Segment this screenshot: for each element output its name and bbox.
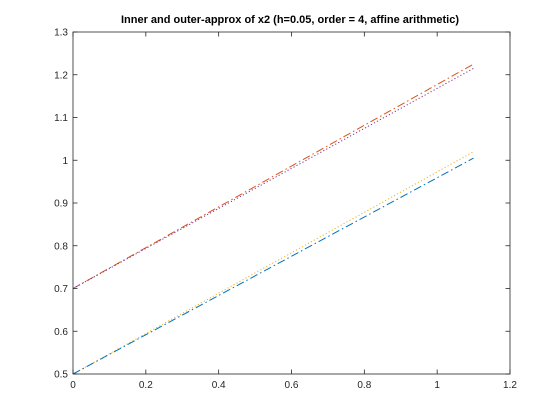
y-tick-label: 1.3 bbox=[54, 28, 68, 39]
x-tick-label: 0.8 bbox=[357, 380, 371, 391]
series-line-2 bbox=[72, 67, 474, 289]
y-tick-label: 0.6 bbox=[54, 327, 68, 338]
y-tick-label: 1.1 bbox=[54, 113, 68, 124]
y-tick-label: 0.8 bbox=[54, 241, 68, 252]
y-tick-label: 0.9 bbox=[54, 199, 68, 210]
x-tick-label: 1 bbox=[434, 380, 440, 391]
x-tick-label: 0 bbox=[70, 380, 76, 391]
x-tick-label: 0.4 bbox=[212, 380, 226, 391]
series-line-4 bbox=[72, 157, 474, 375]
x-tick-label: 0.2 bbox=[139, 380, 153, 391]
y-tick-label: 0.5 bbox=[54, 370, 68, 381]
axes-box bbox=[72, 31, 511, 375]
x-tick-label: 1.2 bbox=[503, 380, 517, 391]
series-layer bbox=[72, 63, 474, 375]
y-tick-label: 1 bbox=[62, 156, 68, 167]
series-line-3 bbox=[72, 151, 474, 375]
x-tick-label: 0.6 bbox=[285, 380, 299, 391]
ticks-layer: 0 0.2 0.4 0.6 0.8 1 1.2 0.5 0.6 0.7 0.8 0.9 1 1.1 1.2 1… bbox=[54, 28, 517, 392]
y-tick-label: 1.2 bbox=[54, 70, 68, 81]
chart-title: Inner and outer-approx of x2 (h=0.05, or… bbox=[121, 14, 459, 26]
y-tick-label: 0.7 bbox=[54, 284, 68, 295]
